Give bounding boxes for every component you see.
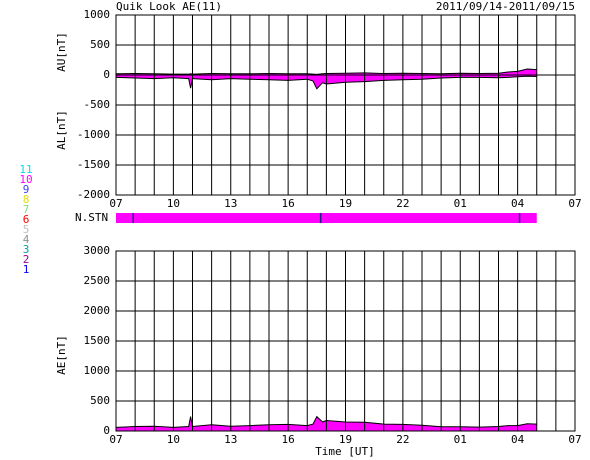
station-bar: [116, 213, 537, 223]
x-tick-label: 04: [511, 197, 525, 210]
y-tick-label: 500: [90, 394, 110, 407]
date-range: 2011/09/14-2011/09/15: [436, 0, 575, 13]
plot-frame: [115, 14, 576, 196]
legend-entry: 9: [23, 183, 30, 196]
y-label: AU[nT]: [55, 32, 68, 72]
x-label: Time [UT]: [315, 445, 375, 458]
y-tick-label: 0: [103, 424, 110, 437]
line: [115, 68, 537, 75]
x-tick-label: 10: [167, 197, 180, 210]
legend-entry: 5: [23, 223, 30, 236]
legend-entry: 6: [23, 213, 30, 226]
y-tick-label: 1000: [84, 8, 111, 21]
x-tick-label: 19: [339, 433, 352, 446]
y-tick-label: 2000: [84, 304, 111, 317]
legend-entry: 10: [19, 173, 32, 186]
x-tick-label: 13: [224, 197, 237, 210]
station-label: N.STN: [75, 211, 108, 224]
y-tick-label: 1500: [84, 334, 111, 347]
x-tick-label: 04: [511, 433, 525, 446]
y-tick-label: 2500: [84, 274, 111, 287]
legend-entry: 7: [23, 203, 30, 216]
x-tick-label: 16: [282, 433, 295, 446]
line: [115, 75, 537, 90]
x-tick-label: 22: [396, 433, 409, 446]
line: [115, 415, 537, 428]
y-tick-label: 1000: [84, 364, 111, 377]
legend-entry: 2: [23, 253, 30, 266]
y-tick-label: -500: [84, 98, 111, 111]
x-tick-label: 10: [167, 433, 180, 446]
y-label: AE[nT]: [55, 335, 68, 375]
y-tick-label: 500: [90, 38, 110, 51]
x-tick-label: 22: [396, 197, 409, 210]
x-tick-label: 13: [224, 433, 237, 446]
x-tick-label: 07: [568, 433, 581, 446]
x-tick-label: 01: [454, 433, 467, 446]
legend-entry: 11: [19, 163, 32, 176]
x-tick-label: 07: [109, 433, 122, 446]
y-label: AL[nT]: [55, 110, 68, 150]
legend-entry: 8: [23, 193, 30, 206]
y-tick-label: -1500: [77, 158, 110, 171]
legend-entry: 4: [23, 233, 30, 246]
legend-entry: 3: [23, 243, 30, 256]
x-tick-label: 01: [454, 197, 467, 210]
y-tick-label: 3000: [84, 244, 111, 257]
chart-title: Quik Look AE(11): [116, 0, 222, 13]
x-tick-label: 19: [339, 197, 352, 210]
y-tick-label: 0: [103, 68, 110, 81]
x-tick-label: 16: [282, 197, 295, 210]
x-tick-label: 07: [568, 197, 581, 210]
plot-frame: [115, 250, 576, 432]
legend-entry: 1: [23, 263, 30, 276]
y-tick-label: -1000: [77, 128, 110, 141]
y-tick-label: -2000: [77, 188, 110, 201]
x-tick-label: 07: [109, 197, 122, 210]
